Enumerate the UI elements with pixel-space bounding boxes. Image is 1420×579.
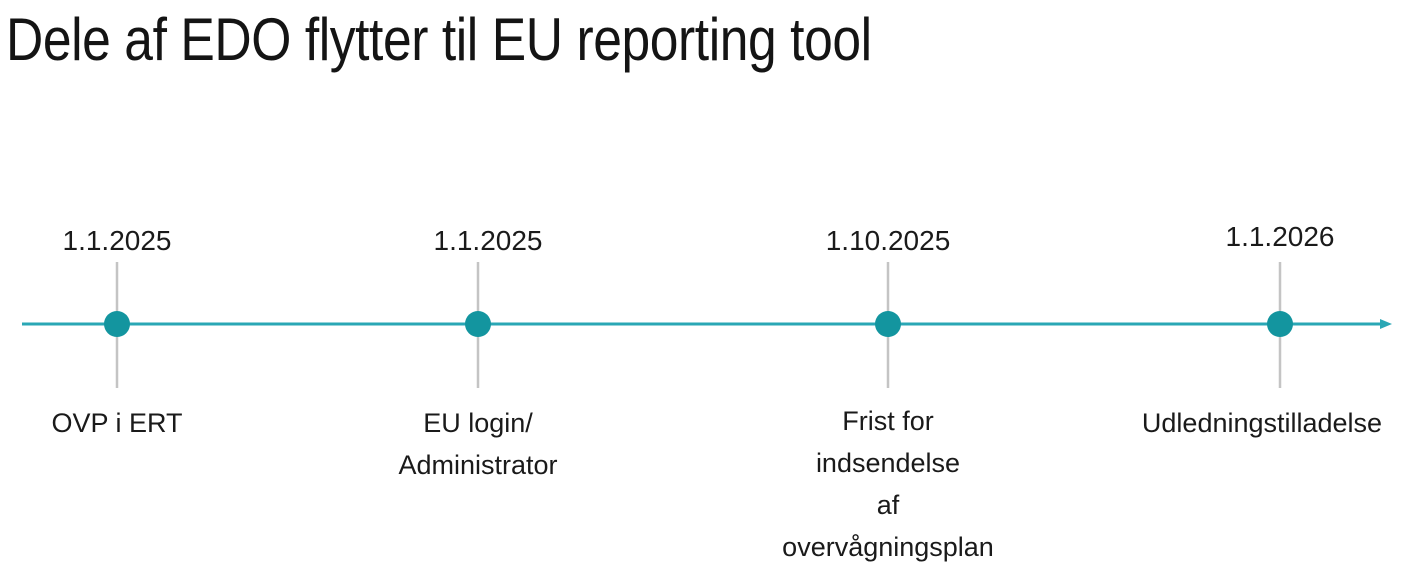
- milestone-label-2: EU login/ Administrator: [398, 408, 558, 480]
- milestone-date-2: 1.1.2025: [433, 225, 543, 256]
- milestone-date-4: 1.1.2026: [1225, 221, 1335, 252]
- milestone-label-1: OVP i ERT: [51, 408, 183, 438]
- milestone-dot-1: [104, 311, 130, 337]
- milestone-label-3: Frist for indsendelse af overvågningspla…: [782, 406, 994, 562]
- milestone-label-4: Udledningstilladelse: [1141, 408, 1383, 438]
- milestone-date-3: 1.10.2025: [825, 225, 951, 256]
- slide-title: Dele af EDO flytter til EU reporting too…: [6, 6, 872, 73]
- milestone-dot-3: [875, 311, 901, 337]
- milestone-dot-4: [1267, 311, 1293, 337]
- timeline-arrowhead: [1380, 319, 1392, 329]
- milestone-date-1: 1.1.2025: [62, 225, 172, 256]
- milestone-dot-2: [465, 311, 491, 337]
